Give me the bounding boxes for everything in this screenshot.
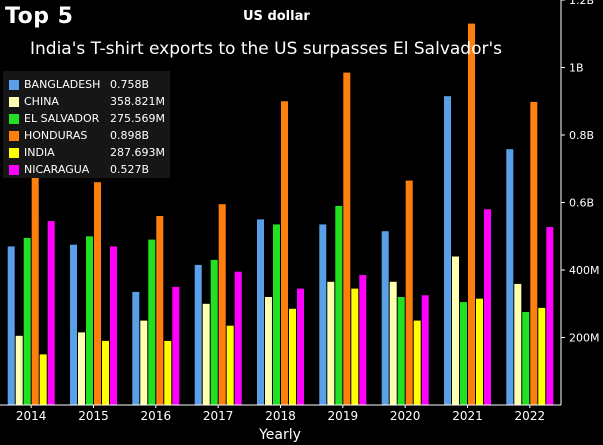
bar-nicaragua-2019 [359, 275, 367, 405]
bar-china-2015 [78, 332, 85, 405]
y-tick-label: 400M [569, 264, 600, 277]
bar-nicaragua-2020 [421, 295, 429, 405]
y-tick-label: 200M [569, 332, 600, 345]
bar-el-salvador-2015 [86, 236, 93, 406]
x-axis-title: Yearly [259, 427, 301, 443]
bar-nicaragua-2022 [546, 227, 554, 405]
legend-series-value: 287.693M [110, 146, 165, 159]
x-tick-label: 2018 [265, 409, 296, 423]
x-tick-label: 2017 [203, 409, 234, 423]
bar-china-2016 [140, 320, 148, 405]
bar-india-2015 [102, 340, 109, 405]
bar-india-2018 [289, 308, 296, 405]
ticks-layer: 200M 400M 0.6B 0.8B 1B 1.2B [561, 0, 600, 345]
legend-series-name: INDIA [24, 146, 55, 159]
legend-series-name: EL SALVADOR [24, 112, 100, 125]
bar-china-2020 [389, 281, 397, 405]
legend-series-value: 0.898B [110, 129, 150, 142]
bar-honduras-2018 [281, 101, 288, 406]
bar-bangladesh-2016 [132, 291, 140, 405]
chart-subtitle: India's T-shirt exports to the US surpas… [30, 39, 503, 59]
legend-swatch [9, 114, 19, 124]
bar-bangladesh-2018 [257, 219, 264, 405]
legend-swatch [9, 97, 19, 107]
x-tick-label: 2021 [452, 409, 483, 423]
bar-honduras-2014 [31, 158, 39, 405]
bar-bangladesh-2019 [319, 224, 327, 405]
legend-swatch [9, 131, 19, 141]
legend-series-name: HONDURAS [24, 129, 88, 142]
bar-bangladesh-2017 [194, 264, 202, 405]
category-labels: 2014 2015 2016 2017 2018 2019 2020 2021 2022 [16, 405, 545, 423]
x-tick-label: 2022 [515, 409, 546, 423]
bar-el-salvador-2014 [23, 237, 31, 405]
bar-honduras-2016 [156, 216, 164, 405]
x-tick-label: 2016 [141, 409, 172, 423]
bar-nicaragua-2018 [297, 288, 304, 405]
legend-series-value: 0.527B [110, 163, 150, 176]
bar-el-salvador-2022 [522, 312, 530, 405]
legend-series-name: BANGLADESH [24, 78, 101, 91]
y-tick-label: 0.8B [569, 129, 594, 142]
bar-bangladesh-2020 [381, 231, 389, 405]
bar-china-2022 [514, 283, 522, 405]
bar-china-2021 [452, 256, 459, 405]
bar-honduras-2015 [94, 182, 101, 405]
bar-el-salvador-2021 [460, 302, 467, 405]
bar-honduras-2022 [530, 101, 538, 406]
bar-india-2014 [39, 354, 47, 405]
bar-nicaragua-2016 [172, 286, 180, 405]
bar-el-salvador-2018 [273, 224, 280, 405]
legend-swatch [9, 148, 19, 158]
bar-bangladesh-2014 [7, 246, 15, 405]
bar-el-salvador-2017 [210, 259, 218, 405]
bar-nicaragua-2015 [110, 246, 117, 405]
bar-honduras-2020 [405, 180, 413, 405]
bar-el-salvador-2016 [148, 239, 156, 405]
top-five-heading: Top 5 [5, 4, 74, 29]
legend: BANGLADESH 0.758B CHINA 358.821M EL SALV… [3, 71, 170, 178]
bar-india-2022 [538, 307, 546, 405]
legend-swatch [9, 165, 19, 175]
bar-india-2019 [351, 288, 359, 405]
bar-nicaragua-2021 [484, 209, 491, 406]
legend-series-value: 275.569M [110, 112, 165, 125]
bar-china-2018 [265, 297, 272, 405]
bar-honduras-2017 [218, 204, 226, 405]
bar-india-2020 [413, 320, 421, 405]
y-tick-label: 1B [569, 62, 584, 75]
bar-india-2017 [226, 325, 234, 405]
legend-swatch [9, 80, 19, 90]
bar-el-salvador-2019 [335, 205, 343, 405]
x-tick-label: 2020 [390, 409, 421, 423]
bar-nicaragua-2014 [47, 221, 55, 405]
bar-honduras-2019 [343, 72, 351, 405]
y-tick-label: 0.6B [569, 197, 594, 210]
bar-bangladesh-2022 [506, 149, 514, 405]
bars-layer [7, 23, 554, 406]
bar-china-2014 [15, 335, 23, 405]
bar-honduras-2021 [468, 23, 475, 405]
y-tick-label: 1.2B [569, 0, 594, 7]
x-tick-label: 2019 [328, 409, 359, 423]
legend-series-name: NICARAGUA [24, 163, 90, 176]
bar-india-2016 [164, 340, 172, 405]
bar-china-2019 [327, 281, 335, 405]
x-tick-label: 2015 [78, 409, 109, 423]
unit-label: US dollar [243, 9, 310, 24]
legend-series-value: 358.821M [110, 95, 165, 108]
legend-series-value: 0.758B [110, 78, 150, 91]
bar-bangladesh-2021 [444, 96, 451, 405]
x-tick-label: 2014 [16, 409, 47, 423]
bar-nicaragua-2017 [234, 271, 242, 405]
bar-bangladesh-2015 [70, 244, 77, 405]
legend-series-name: CHINA [24, 95, 59, 108]
bar-el-salvador-2020 [397, 297, 405, 405]
bar-china-2017 [202, 303, 210, 406]
bar-india-2021 [476, 298, 483, 405]
